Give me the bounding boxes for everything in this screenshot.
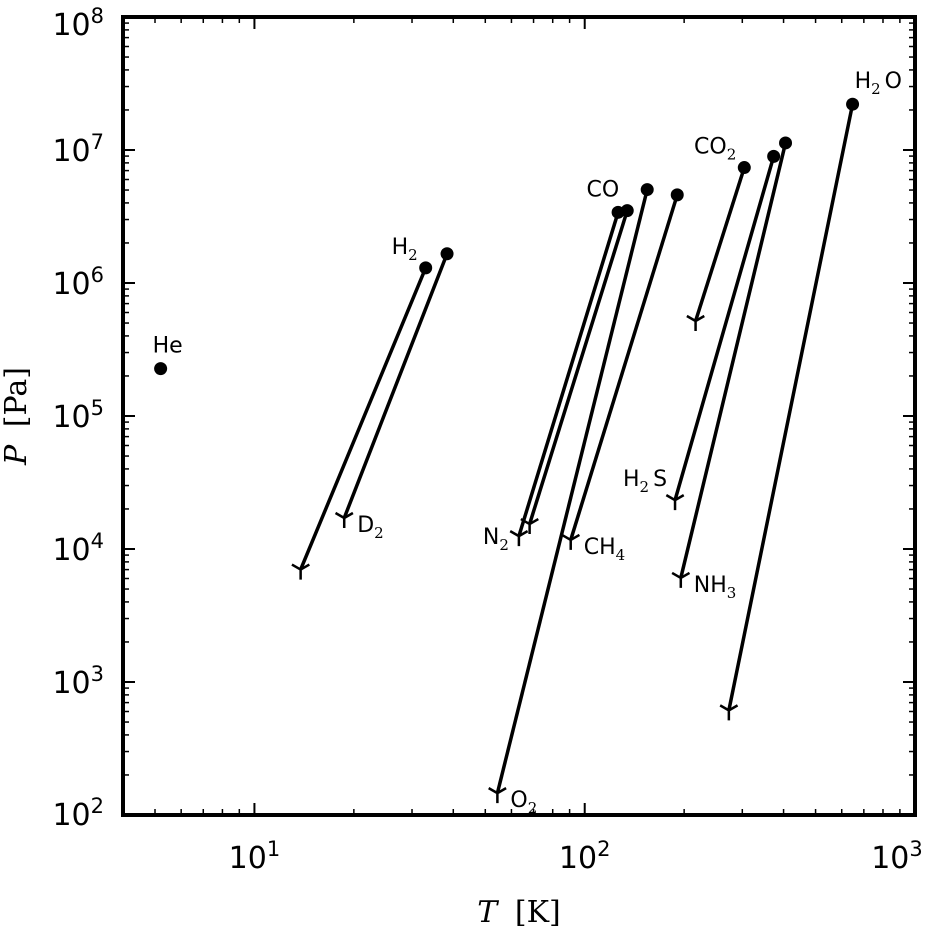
y-axis-title: P [Pa] — [0, 367, 34, 466]
critical-point-h2s — [767, 149, 781, 163]
triple-point-markers — [291, 314, 739, 804]
critical-point-he — [154, 362, 168, 376]
gas-label-he: He — [153, 334, 183, 359]
critical-point-nh3 — [779, 136, 793, 150]
series-lines — [299, 103, 855, 794]
coexistence-line-n2 — [517, 211, 620, 537]
critical-point-h2 — [419, 261, 433, 275]
coexistence-line-h2 — [299, 267, 428, 571]
y-axis-unit: [Pa] — [0, 367, 34, 427]
triple-point-h2o — [719, 704, 739, 721]
gas-labels: He H2 D2 N2 CO O2 CH4 CO2 H2 S NH3 H2 O — [153, 69, 902, 817]
gas-label-o2: O2 — [510, 788, 537, 817]
x-tick-label: 101 — [229, 837, 281, 876]
triple-point-nh3 — [671, 571, 691, 588]
triple-point-d2 — [334, 511, 354, 529]
critical-point-o2 — [640, 183, 654, 197]
triple-point-ch4 — [561, 533, 581, 550]
y-tick-label: 105 — [52, 396, 104, 435]
x-axis-unit: [K] — [515, 895, 561, 929]
gas-label-co: CO — [587, 178, 620, 203]
critical-point-d2 — [440, 247, 454, 261]
x-tick-label: 102 — [559, 837, 611, 876]
y-tick-label: 102 — [52, 794, 104, 833]
triple-point-h2 — [291, 563, 310, 580]
critical-point-co2 — [737, 161, 751, 175]
gas-label-ch4: CH4 — [584, 535, 625, 564]
gas-label-d2: D2 — [357, 513, 384, 542]
triple-point-o2 — [488, 787, 507, 804]
triple-point-h2s — [665, 494, 685, 511]
plot-frame — [121, 15, 917, 817]
coexistence-line-h2s — [673, 155, 776, 501]
triple-point-co2 — [686, 314, 705, 331]
y-tick-label: 107 — [52, 130, 104, 169]
y-axis-symbol: P — [0, 444, 34, 466]
coexistence-line-co — [527, 210, 629, 525]
coexistence-line-co2 — [693, 167, 746, 322]
coexistence-line-o2 — [495, 189, 649, 794]
coexistence-line-d2 — [342, 253, 449, 519]
critical-point-h2o — [846, 97, 860, 111]
coexistence-line-nh3 — [679, 142, 788, 579]
y-tick-label: 104 — [52, 529, 104, 568]
triple-point-co — [520, 517, 539, 535]
coexistence-line-ch4 — [569, 194, 679, 541]
y-tick-label: 106 — [52, 263, 104, 302]
x-tick-label: 103 — [871, 837, 923, 876]
gas-label-h2: H2 — [392, 235, 418, 264]
critical-point-ch4 — [670, 188, 684, 202]
x-axis-title: T [K] — [477, 895, 560, 929]
y-tick-label: 108 — [52, 4, 104, 43]
x-tick-labels: 101 102 103 — [229, 837, 923, 876]
x-axis-symbol: T — [477, 895, 499, 929]
coexistence-line-h2o — [727, 103, 855, 711]
gas-label-nh3: NH3 — [694, 573, 737, 602]
gas-label-h2o: H2 O — [855, 69, 902, 98]
critical-point-markers — [154, 97, 860, 376]
gas-label-n2: N2 — [483, 525, 509, 554]
y-tick-labels: 102 103 104 105 106 107 108 — [52, 4, 104, 833]
critical-point-co — [620, 204, 634, 218]
gas-label-co2: CO2 — [694, 135, 736, 164]
triple-point-n2 — [509, 530, 529, 547]
y-tick-label: 103 — [52, 662, 104, 701]
gas-label-h2s: H2 S — [623, 467, 667, 496]
